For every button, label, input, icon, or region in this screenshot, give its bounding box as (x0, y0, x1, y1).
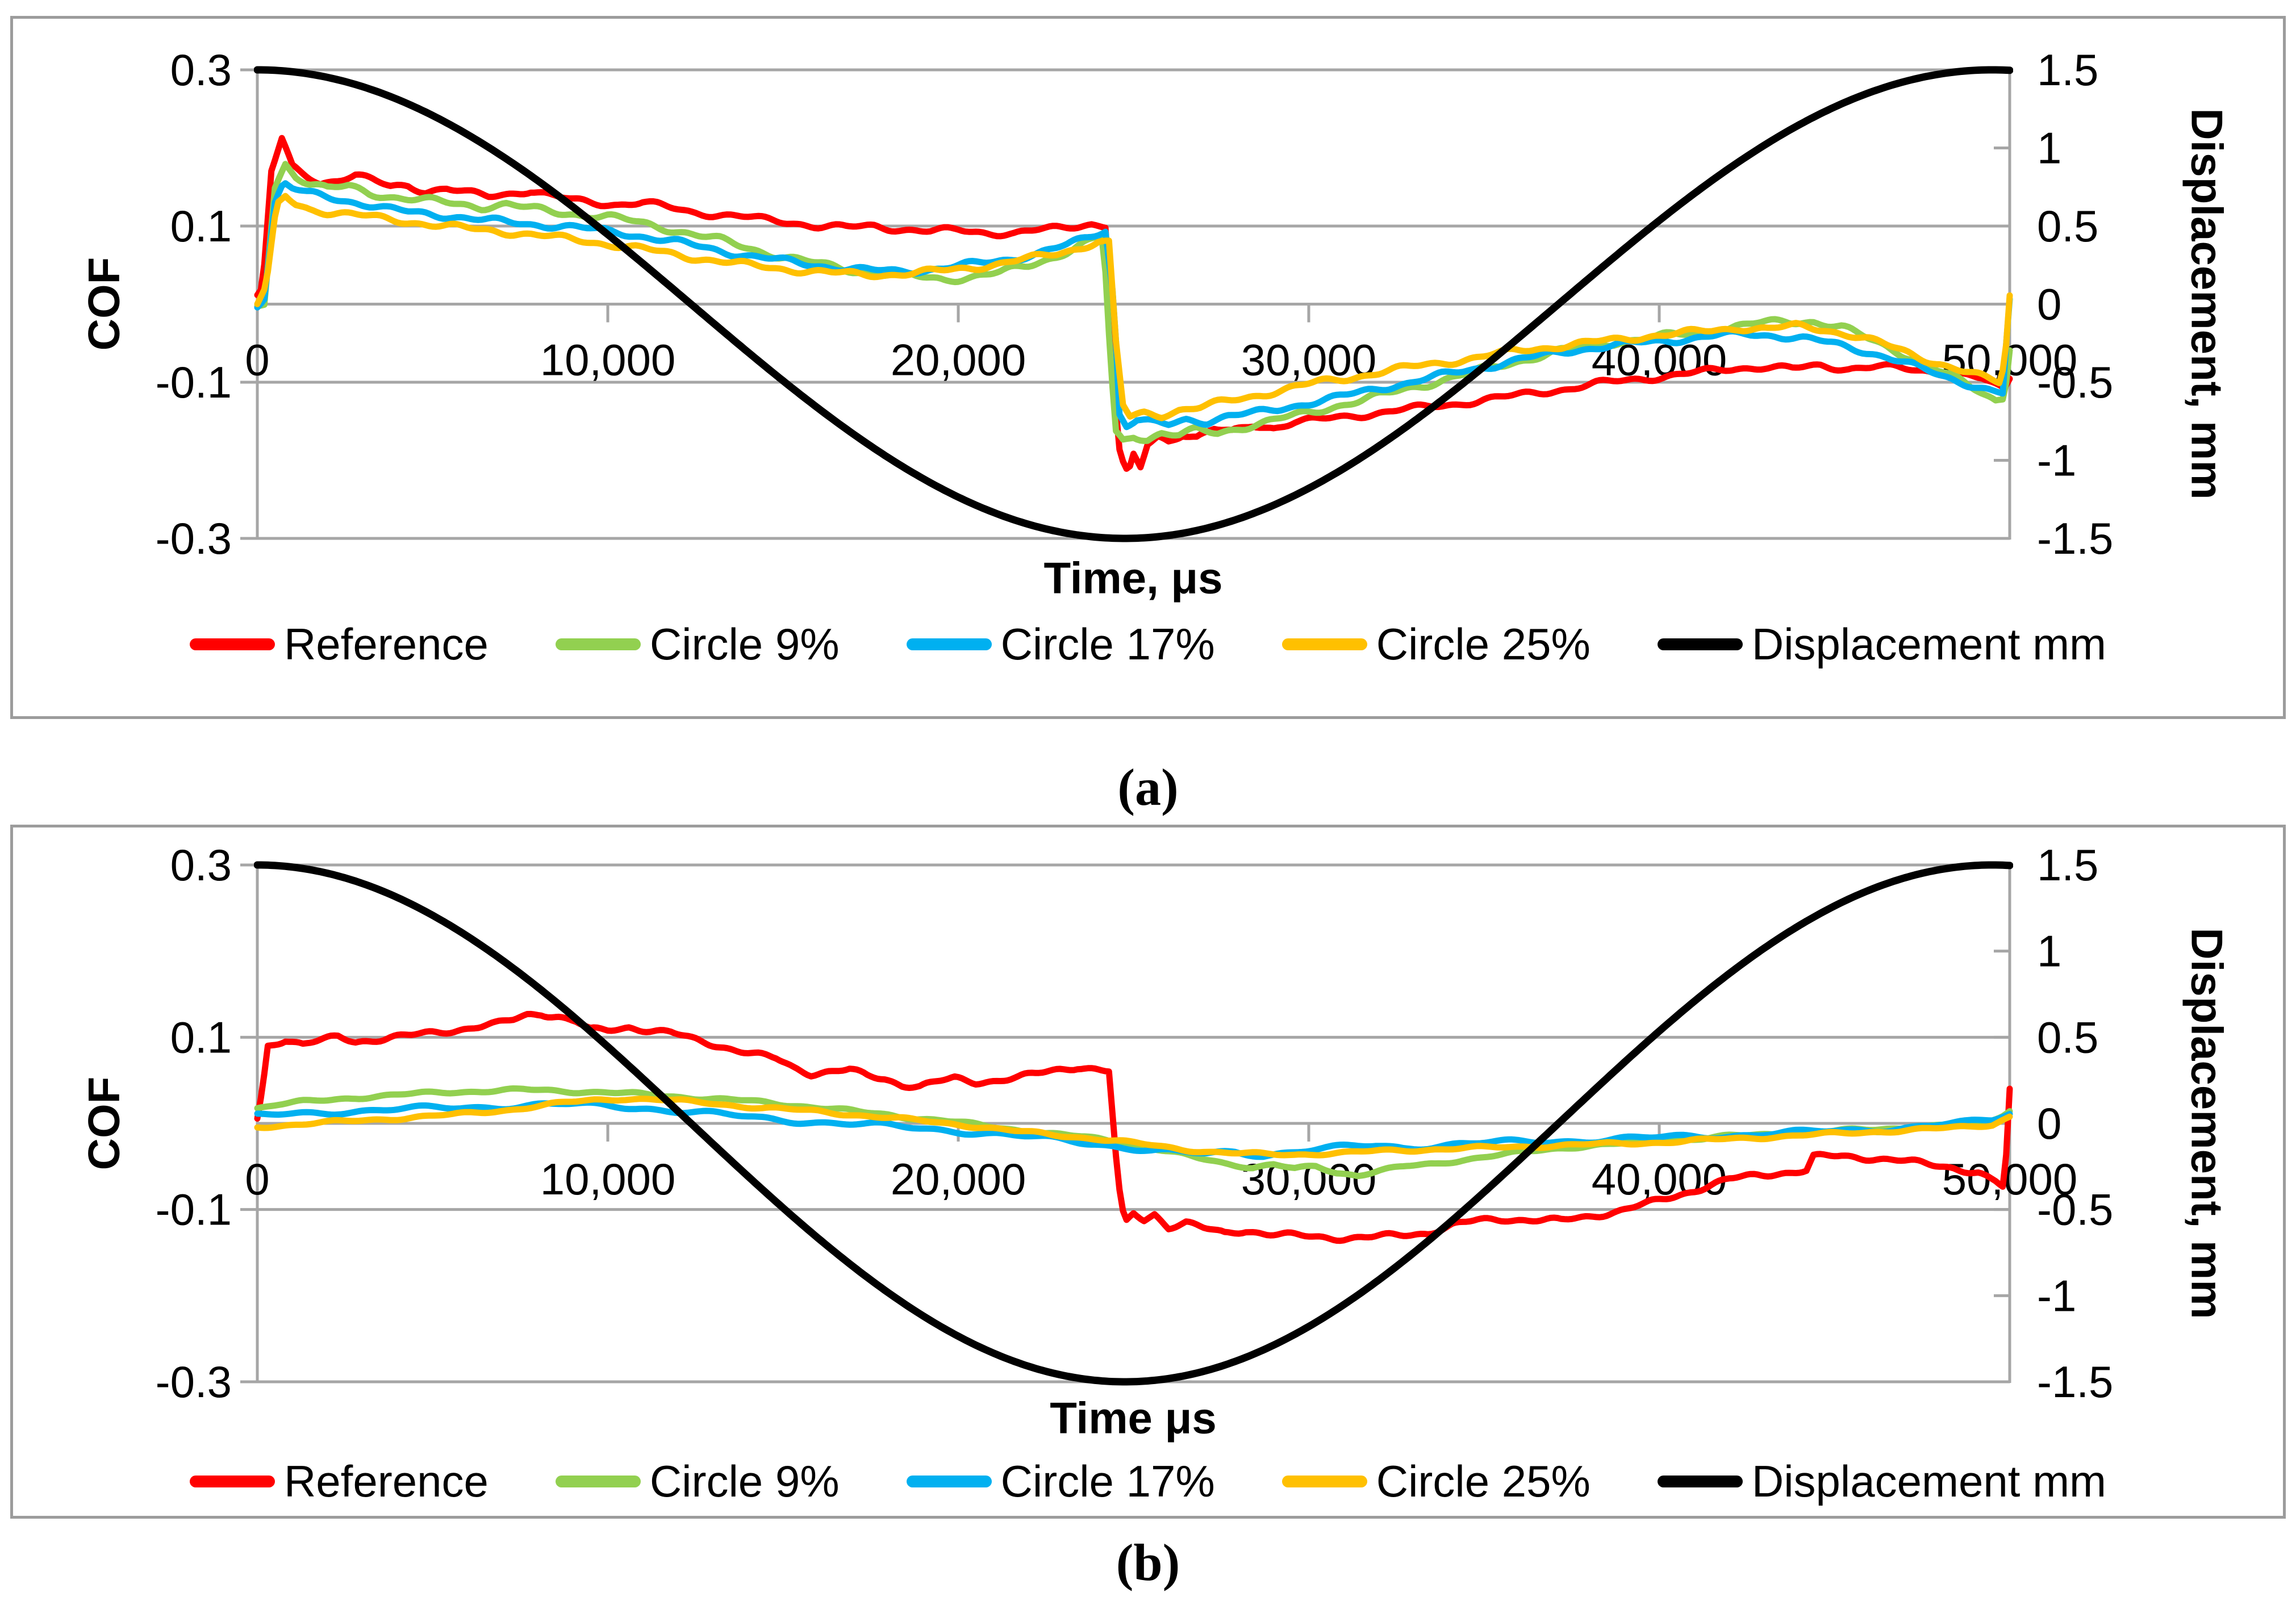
series-circle-25- (254, 193, 2013, 421)
legend-item-reference: Reference (189, 619, 489, 669)
y-right-tick-label: -1.5 (2037, 513, 2113, 563)
y-left-tick-label: 0.1 (170, 201, 232, 251)
legend-item-reference: Reference (189, 1456, 489, 1506)
time-axis-title-a: Time, μs (1043, 553, 1223, 603)
y-right-tick-label: 1.5 (2037, 840, 2098, 890)
legend-label: Circle 25% (1376, 1456, 1590, 1506)
y-left-tick-label: -0.3 (156, 1357, 232, 1407)
cof-axis-title-b: COF (78, 1076, 129, 1171)
displacement-axis-title-a: Displacement, mm (2182, 108, 2232, 500)
legend-item-circle-9-: Circle 9% (555, 1456, 840, 1506)
legend-item-circle-17-: Circle 17% (906, 1456, 1215, 1506)
legend-item-circle-25-: Circle 25% (1281, 619, 1590, 669)
legend-swatch-icon (906, 1475, 992, 1487)
legend-item-circle-17-: Circle 17% (906, 619, 1215, 669)
x-tick-label: 40,000 (1592, 1154, 1727, 1204)
series-circle-25- (254, 1096, 2013, 1159)
legend-swatch-icon (555, 638, 641, 650)
legend-item-displacement-mm: Displacement mm (1657, 619, 2107, 669)
time-axis-title-b: Time μs (1050, 1393, 1217, 1443)
legend-swatch-icon (1657, 1475, 1743, 1487)
x-tick-label: 0 (245, 1154, 269, 1204)
y-right-tick-label: 0 (2037, 279, 2061, 329)
displacement-axis-title-b: Displacement, mm (2182, 927, 2232, 1319)
x-tick-label: 50,000 (1942, 1154, 2078, 1204)
chart-panel-b: 0 10,000 20,000 30,000 40,000 50,000 0.3 0.1 -0.… (10, 825, 2286, 1519)
y-right-tick-label: -1 (2037, 436, 2076, 486)
legend-label: Displacement mm (1751, 619, 2107, 669)
legend-label: Circle 9% (649, 619, 840, 669)
y-left-tick-label: -0.1 (156, 357, 232, 407)
series-displacement-mm (254, 861, 2013, 1386)
chart-a-canvas: 0 10,000 20,000 30,000 40,000 50,0000.30.1-0.… (156, 45, 2114, 563)
caption-a: (a) (1117, 758, 1179, 816)
y-right-tick-label: -1 (2037, 1270, 2076, 1320)
y-right-tick-label: 0 (2037, 1098, 2061, 1148)
x-tick-label: 10,000 (540, 1154, 676, 1204)
legend-label: Circle 9% (649, 1456, 840, 1506)
y-right-tick-label: -0.5 (2037, 1185, 2113, 1235)
y-right-tick-label: 1.5 (2037, 45, 2098, 95)
legend-swatch-icon (906, 638, 992, 650)
y-right-tick-label: -0.5 (2037, 357, 2113, 407)
x-tick-label: 20,000 (891, 335, 1026, 385)
legend-label: Circle 17% (1000, 619, 1215, 669)
legend-swatch-icon (1657, 638, 1743, 650)
series-circle-17- (254, 180, 2013, 430)
legend-b: Reference Circle 9% Circle 17% Circle 25% Di… (13, 1459, 2283, 1503)
legend-label: Displacement mm (1751, 1456, 2107, 1506)
caption-b: (b) (1116, 1533, 1180, 1591)
y-right-tick-label: 1 (2037, 123, 2061, 173)
legend-swatch-icon (189, 638, 275, 650)
cof-axis-title-a: COF (78, 257, 129, 351)
chart-panel-a: 0 10,000 20,000 30,000 40,000 50,000 0.3 0.1 -0.… (10, 16, 2286, 719)
y-right-tick-label: -1.5 (2037, 1357, 2113, 1407)
series-circle-9- (254, 161, 2013, 444)
y-left-tick-label: 0.1 (170, 1012, 232, 1062)
x-tick-label: 0 (245, 335, 269, 385)
x-tick-label: 10,000 (540, 335, 676, 385)
legend-label: Reference (283, 619, 489, 669)
x-tick-label: 20,000 (891, 1154, 1026, 1204)
y-right-tick-label: 1 (2037, 926, 2061, 976)
legend-item-circle-9-: Circle 9% (555, 619, 840, 669)
legend-swatch-icon (1281, 638, 1367, 650)
series-displacement-mm (254, 66, 2013, 542)
x-tick-label: 30,000 (1241, 1154, 1377, 1204)
series-reference (254, 1010, 2013, 1244)
legend-item-circle-25-: Circle 25% (1281, 1456, 1590, 1506)
legend-item-displacement-mm: Displacement mm (1657, 1456, 2107, 1506)
y-right-tick-label: 0.5 (2037, 201, 2098, 251)
legend-label: Reference (283, 1456, 489, 1506)
y-left-tick-label: 0.3 (170, 45, 232, 95)
legend-label: Circle 17% (1000, 1456, 1215, 1506)
legend-label: Circle 25% (1376, 619, 1590, 669)
legend-swatch-icon (555, 1475, 641, 1487)
legend-a: Reference Circle 9% Circle 17% Circle 25% Di… (13, 622, 2283, 666)
chart-b-canvas: 0 10,000 20,000 30,000 40,000 50,000 0.3 0.1 -0.… (156, 840, 2114, 1407)
legend-swatch-icon (1281, 1475, 1367, 1487)
y-left-tick-label: -0.3 (156, 513, 232, 563)
y-left-tick-label: 0.3 (170, 840, 232, 890)
legend-swatch-icon (189, 1475, 275, 1487)
y-right-tick-label: 0.5 (2037, 1012, 2098, 1062)
y-left-tick-label: -0.1 (156, 1185, 232, 1235)
